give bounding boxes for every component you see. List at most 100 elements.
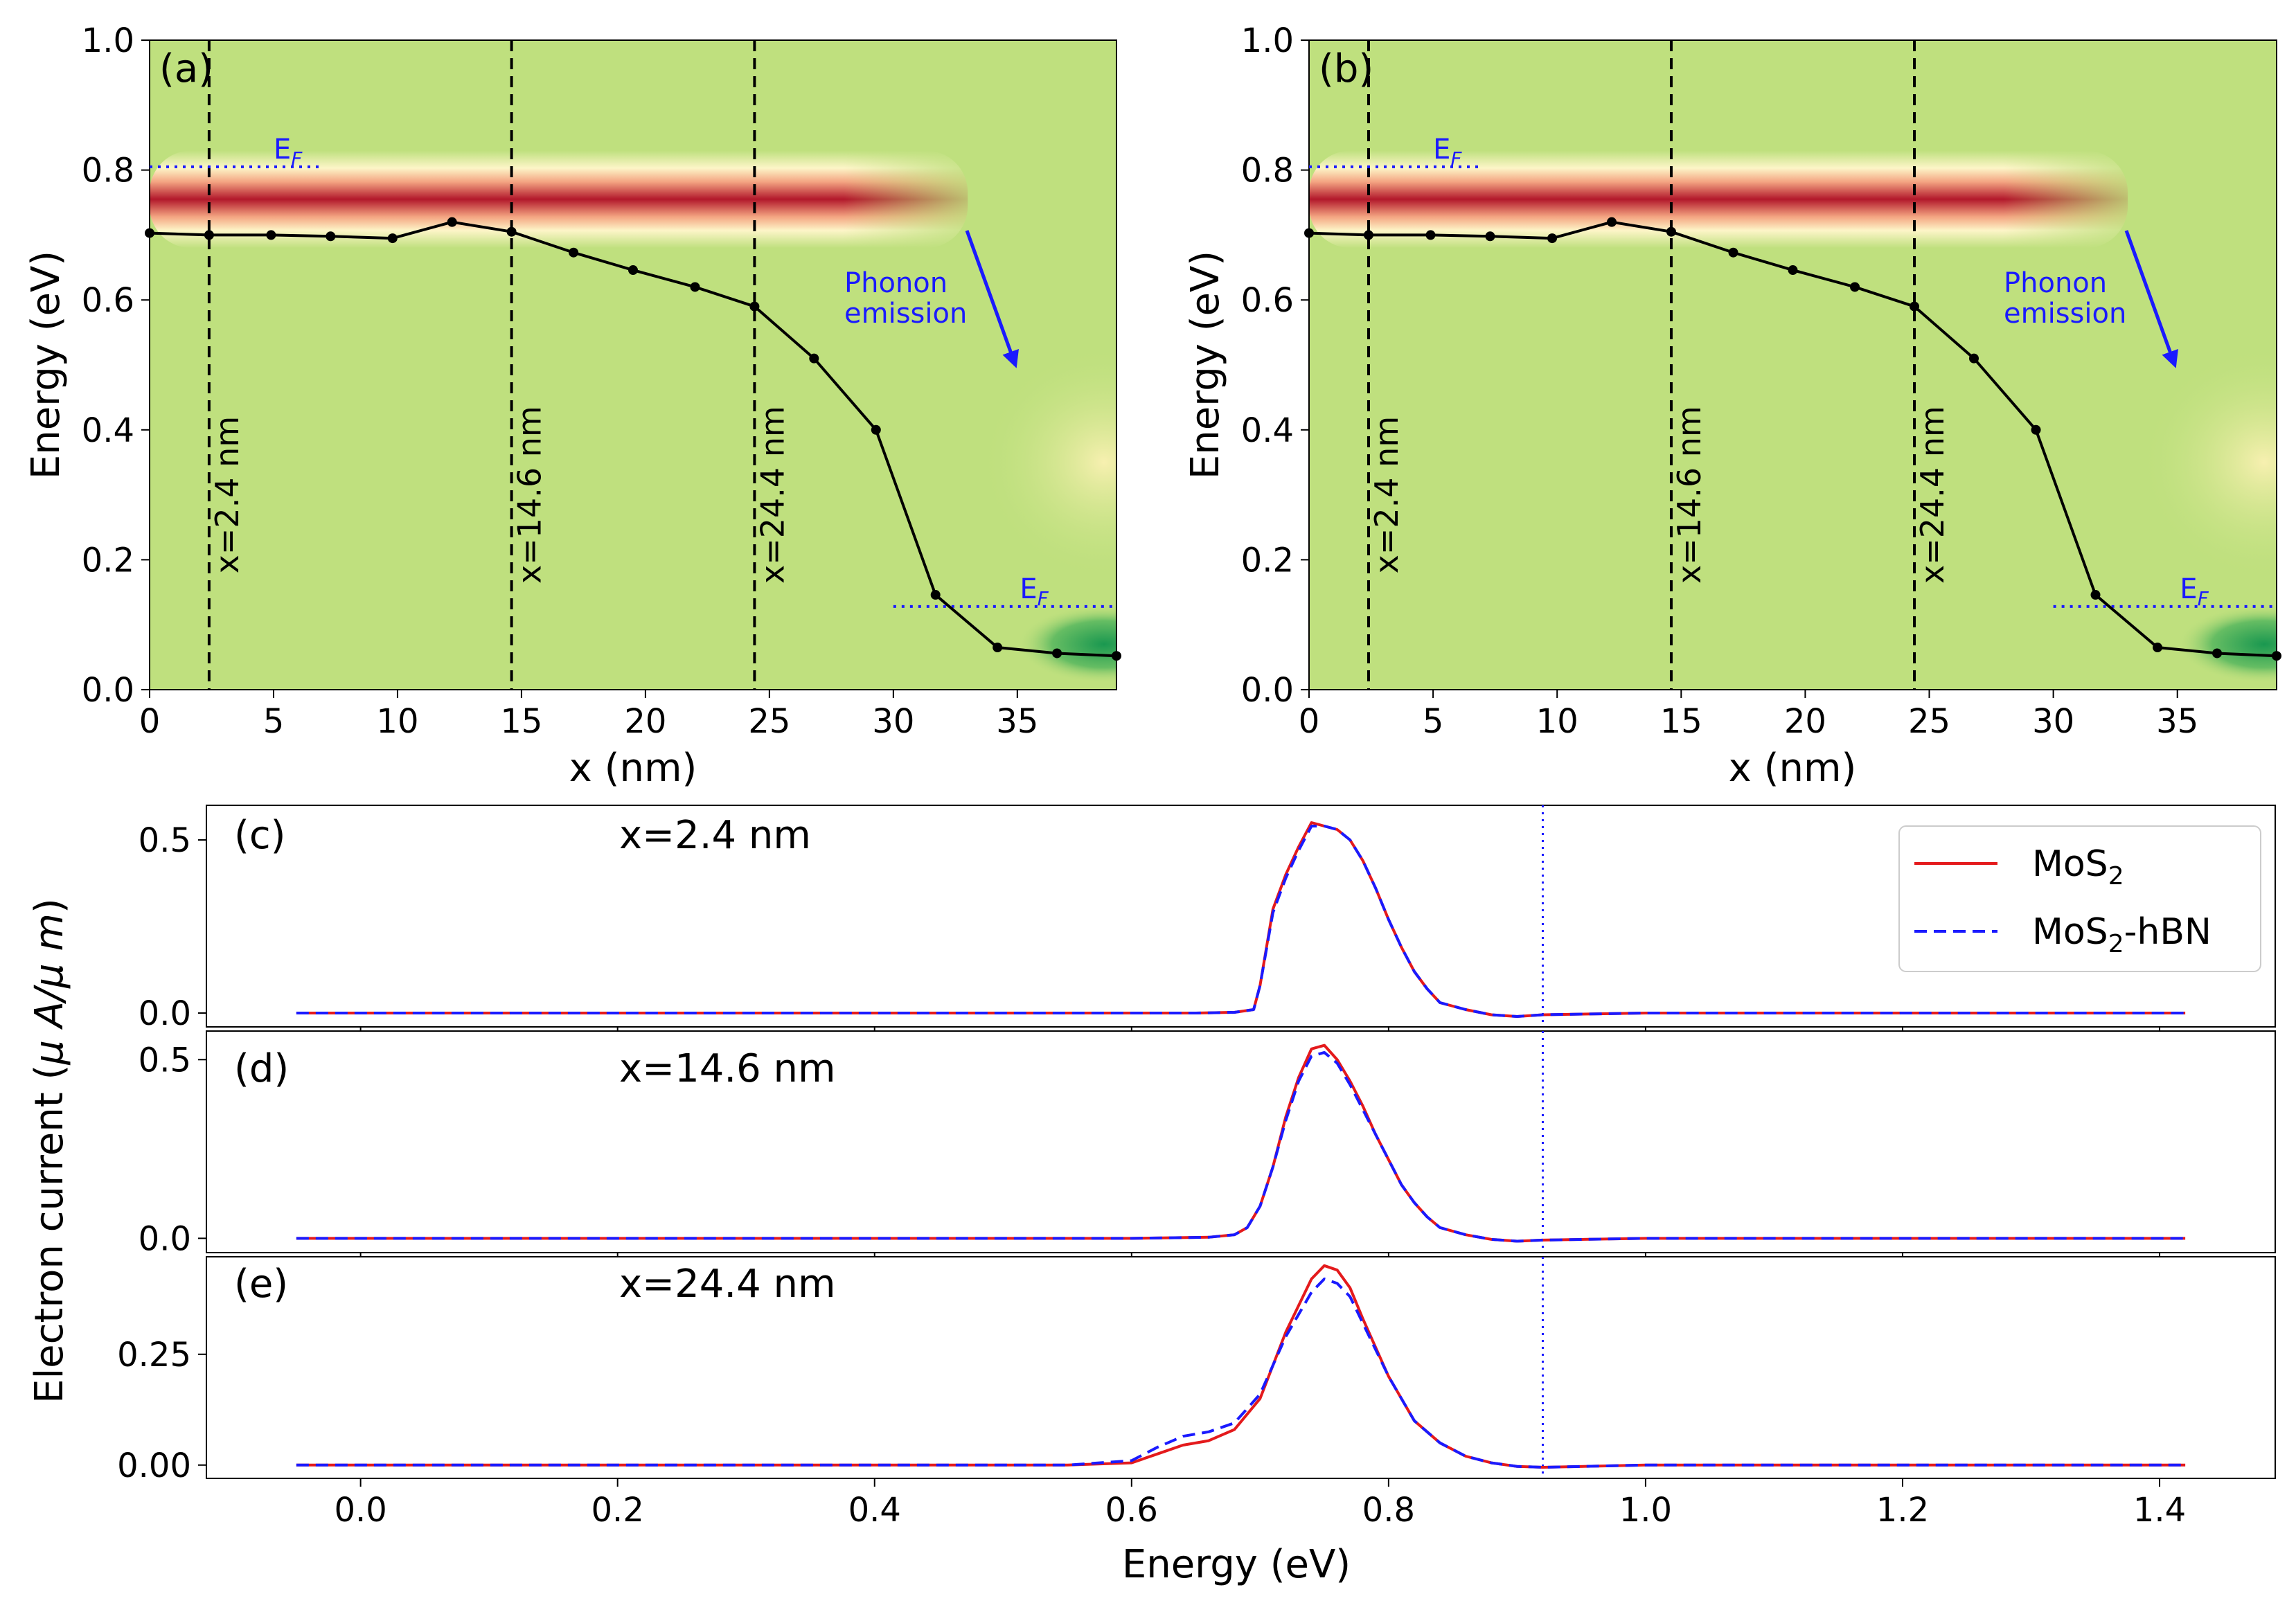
band-edge-point (1910, 301, 1920, 312)
vertical-cut-label: x=2.4 nm (1368, 416, 1405, 574)
phonon-emission-arrow (2124, 230, 2178, 368)
cut-title-c: x=2.4 nm (619, 813, 811, 858)
band-edge-point (809, 353, 819, 364)
x-axis-label-b: x (nm) (1729, 746, 1857, 791)
heatmap-background (150, 40, 1116, 690)
band-edge-point (628, 265, 638, 276)
x-tick-label: 15 (500, 702, 542, 741)
y-tick-label: 0.5 (139, 1041, 191, 1080)
vertical-cut-label: x=14.6 nm (511, 406, 549, 584)
panel-c-line-chart: 0.0 0.5 (c) x=2.4 nm MoS2 MoS2-hBN (139, 805, 2276, 1035)
fermi-level-label: EF (1433, 134, 1462, 170)
x-tick-label: 30 (872, 702, 914, 741)
band-edge-point (447, 217, 457, 227)
x-tick-label: 1.2 (1876, 1491, 1929, 1530)
fermi-level-label: EF (1020, 573, 1049, 610)
band-edge-point (1547, 233, 1558, 244)
y-axis-label-b: Energy (eV) (1183, 251, 1228, 479)
band-edge-point (2272, 651, 2281, 661)
band-edge-point (1788, 265, 1798, 276)
band-edge-point (326, 231, 336, 242)
y-tick-label: 0.00 (117, 1447, 191, 1485)
vertical-cut-label: x=2.4 nm (208, 416, 246, 574)
x-tick-label: 0.6 (1105, 1491, 1158, 1530)
band-edge-point (2090, 590, 2101, 600)
band-edge-point (1304, 228, 1314, 238)
x-tick-label: 5 (263, 702, 285, 741)
series-mos2-hbn-line (296, 825, 2186, 1018)
x-tick-label: 10 (1536, 702, 1578, 741)
y-tick-label: 1.0 (82, 21, 134, 60)
legend-label-mos2: MoS2 (2032, 843, 2124, 890)
panel-d-line-chart: 0.0 0.5 (d) x=14.6 nm (139, 1030, 2276, 1261)
band-edge-point (1485, 231, 1495, 242)
current-density-fade (844, 150, 993, 249)
x-tick-label: 25 (748, 702, 790, 741)
current-density-band (150, 150, 968, 249)
panel-a-heatmap: x=2.4 nm x=14.6 nm x=24.4 nm EF EF 0 5 10 15 20… (24, 21, 1121, 791)
x-tick-label: 0.4 (848, 1491, 901, 1530)
band-edge-point (2153, 643, 2163, 653)
legend: MoS2 MoS2-hBN (1898, 825, 2261, 972)
panel-label-c: (c) (234, 813, 285, 858)
band-edge-point (1850, 282, 1860, 292)
x-tick-label: 0 (1299, 702, 1320, 741)
y-tick-label: 0.8 (82, 152, 134, 190)
legend-label-mos2-hbn: MoS2-hBN (2032, 911, 2212, 958)
band-edge-point (387, 233, 398, 244)
panel-e-line-chart: 0.00 0.25 0.0 0.2 0.4 0.6 0.8 1.0 1.2 1.4 (e) x=2… (117, 1256, 2276, 1587)
x-tick-label: 5 (1423, 702, 1444, 741)
phonon-annotation-line1: Phonon (844, 267, 947, 299)
y-axis-label-a: Energy (eV) (24, 251, 69, 479)
cut-title-e: x=24.4 nm (619, 1262, 836, 1307)
cut-title-d: x=14.6 nm (619, 1046, 836, 1091)
series-mos2-hbn-line (296, 1050, 2186, 1243)
y-tick-label: 0.0 (139, 994, 191, 1033)
band-edge-point (690, 282, 700, 292)
panel-label-a: (a) (159, 46, 213, 91)
band-edge-point (930, 590, 941, 600)
y-tick-label: 0.4 (82, 411, 134, 450)
x-tick-label: 0 (139, 702, 161, 741)
y-tick-label: 0.6 (1241, 281, 1294, 320)
heatmap-dark-spot (1017, 605, 1116, 683)
vertical-cut-label: x=14.6 nm (1671, 406, 1708, 584)
band-edge-point (2212, 648, 2223, 659)
heatmap-dark-spot (2177, 605, 2277, 683)
x-tick-label: 25 (1908, 702, 1950, 741)
heatmap-bright-spot (980, 345, 1116, 580)
y-tick-label: 0.6 (82, 281, 134, 320)
panel-label-b: (b) (1319, 46, 1373, 91)
band-edge-point (1968, 353, 1979, 364)
band-edge-point (204, 230, 214, 240)
band-edge-point (266, 230, 276, 240)
band-edge-point (1666, 226, 1676, 237)
y-tick-label: 0.0 (1241, 671, 1294, 710)
x-tick-label: 10 (376, 702, 418, 741)
x-tick-label: 1.0 (1619, 1491, 1672, 1530)
band-edge-point (1052, 648, 1062, 659)
band-edge-point (749, 301, 760, 312)
y-tick-label: 0.25 (117, 1336, 191, 1374)
x-tick-label: 1.4 (2133, 1491, 2186, 1530)
panel-b-heatmap: x=2.4 nm x=14.6 nm x=24.4 nm EF EF 0 5 10 15 20… (1183, 21, 2281, 791)
y-tick-label: 0.2 (82, 541, 134, 580)
series-mos2-hbn-line (296, 1278, 2186, 1469)
phonon-emission-arrow (965, 230, 1019, 368)
y-tick-label: 1.0 (1241, 21, 1294, 60)
y-tick-label: 0.2 (1241, 541, 1294, 580)
band-edge-point (506, 226, 517, 237)
y-axis-label-electron-current: Electron current (μ A/μ m) (27, 898, 72, 1404)
vertical-cut-label: x=24.4 nm (754, 406, 791, 584)
x-tick-label: 35 (996, 702, 1038, 741)
vertical-cut-label: x=24.4 nm (1914, 406, 1951, 584)
heatmap-background (1309, 40, 2277, 690)
x-tick-label: 20 (1784, 702, 1826, 741)
x-tick-label: 20 (624, 702, 666, 741)
band-edge-point (1363, 230, 1373, 240)
band-edge-point (1112, 651, 1121, 661)
x-tick-label: 15 (1660, 702, 1702, 741)
phonon-annotation-line2: emission (844, 298, 967, 330)
y-tick-label: 0.5 (139, 821, 191, 860)
